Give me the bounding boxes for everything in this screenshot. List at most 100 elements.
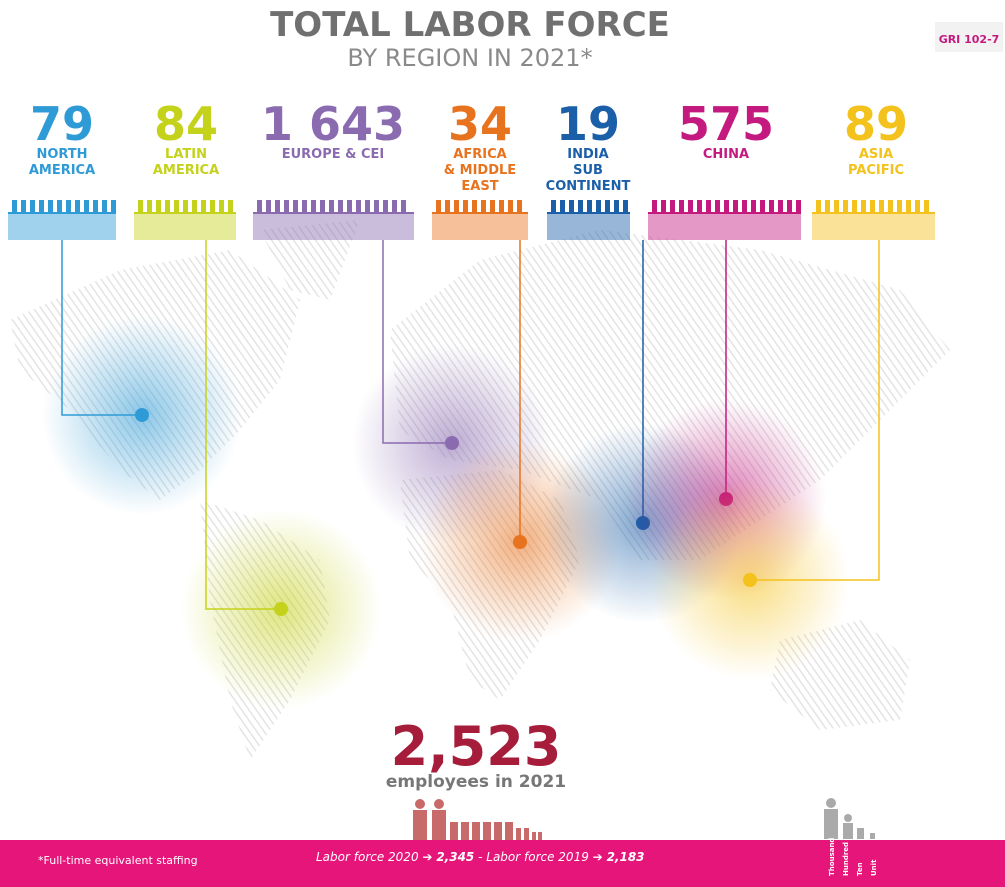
legend-label: Unit [870, 859, 878, 876]
leader-line [205, 240, 281, 610]
person-icon [275, 200, 280, 212]
region-label: SUB [573, 163, 603, 178]
region-base [134, 214, 236, 240]
legend-label: Hundred [842, 842, 850, 876]
person-icon [688, 200, 693, 212]
person-icon [861, 200, 866, 212]
person-icon [906, 200, 911, 212]
region-label: LATIN [165, 147, 207, 162]
person-icon [560, 200, 565, 212]
region-label: ASIA [859, 147, 893, 162]
region-value: 19 [556, 97, 620, 151]
region-label: NORTH [36, 147, 87, 162]
person-icon [165, 200, 170, 212]
person-icon [742, 200, 747, 212]
region-label: AMERICA [153, 163, 219, 178]
person-icon [915, 200, 920, 212]
person-icon [374, 200, 379, 212]
person-icon [870, 200, 875, 212]
person-icon [257, 200, 262, 212]
person-icon [48, 200, 53, 212]
legend-icons [824, 798, 875, 839]
person-icon [183, 200, 188, 212]
region-dot [274, 602, 288, 616]
person-icon [724, 200, 729, 212]
region-dot [743, 573, 757, 587]
person-icon [760, 200, 765, 212]
person-icon [66, 200, 71, 212]
person-icon [138, 200, 143, 212]
person-icon [383, 200, 388, 212]
person-icon [472, 200, 477, 212]
region-label: & MIDDLE [444, 163, 516, 178]
person-icon [816, 200, 821, 212]
region-label: EUROPE & CEI [282, 147, 385, 162]
region-label: AFRICA [453, 147, 506, 162]
person-icon [697, 200, 702, 212]
person-icon [356, 200, 361, 212]
person-icon [569, 200, 574, 212]
person-icon [661, 200, 666, 212]
person-icon [320, 200, 325, 212]
footer-bar [0, 840, 1005, 887]
person-icon [463, 200, 468, 212]
legend: Thousand Hundred Ten Unit [828, 838, 878, 876]
region-value: 1 643 [261, 97, 405, 151]
gri-tag: GRI 102-7 [939, 33, 1000, 46]
total-pictogram [413, 799, 542, 840]
person-icon [156, 200, 161, 212]
person-icon [30, 200, 35, 212]
value-2020: 2,345 [436, 850, 474, 864]
person-icon [670, 200, 675, 212]
region-dot [513, 535, 527, 549]
person-icon [192, 200, 197, 212]
person-icon [201, 200, 206, 212]
person-icon [852, 200, 857, 212]
person-icon [219, 200, 224, 212]
person-icon [605, 200, 610, 212]
person-icon [57, 200, 62, 212]
person-icon [825, 200, 830, 212]
region-base [648, 214, 801, 240]
person-icon [834, 200, 839, 212]
region-dot [135, 408, 149, 422]
label-2019: - Labor force 2019 [478, 850, 589, 864]
person-icon [614, 200, 619, 212]
person-icon [102, 200, 107, 212]
person-icon [787, 200, 792, 212]
label-2020: Labor force 2020 [316, 850, 419, 864]
person-icon [174, 200, 179, 212]
leader-line [750, 240, 880, 581]
legend-label: Thousand [828, 838, 836, 876]
region-label: PACIFIC [848, 163, 904, 178]
region-base [253, 214, 414, 240]
region-label: CHINA [703, 147, 749, 162]
value-2019: 2,183 [607, 850, 645, 864]
tag-box [935, 22, 1003, 52]
person-icon [499, 200, 504, 212]
person-icon [888, 200, 893, 212]
person-icon [284, 200, 289, 212]
region-label: EAST [461, 179, 498, 194]
person-icon [769, 200, 774, 212]
total-label: employees in 2021 [386, 772, 566, 792]
leader-line [61, 240, 142, 416]
region-value: 84 [154, 97, 218, 151]
region-value: 89 [844, 97, 908, 151]
person-icon [75, 200, 80, 212]
person-icon [578, 200, 583, 212]
person-icon [481, 200, 486, 212]
person-icon [302, 200, 307, 212]
person-icon [392, 200, 397, 212]
legend-label: Ten [856, 862, 864, 876]
person-icon [587, 200, 592, 212]
person-icon [897, 200, 902, 212]
person-icon [347, 200, 352, 212]
person-icon [445, 200, 450, 212]
person-icon [93, 200, 98, 212]
person-icon [733, 200, 738, 212]
region-base [8, 214, 116, 240]
person-icon [551, 200, 556, 212]
person-icon [778, 200, 783, 212]
person-icon [508, 200, 513, 212]
